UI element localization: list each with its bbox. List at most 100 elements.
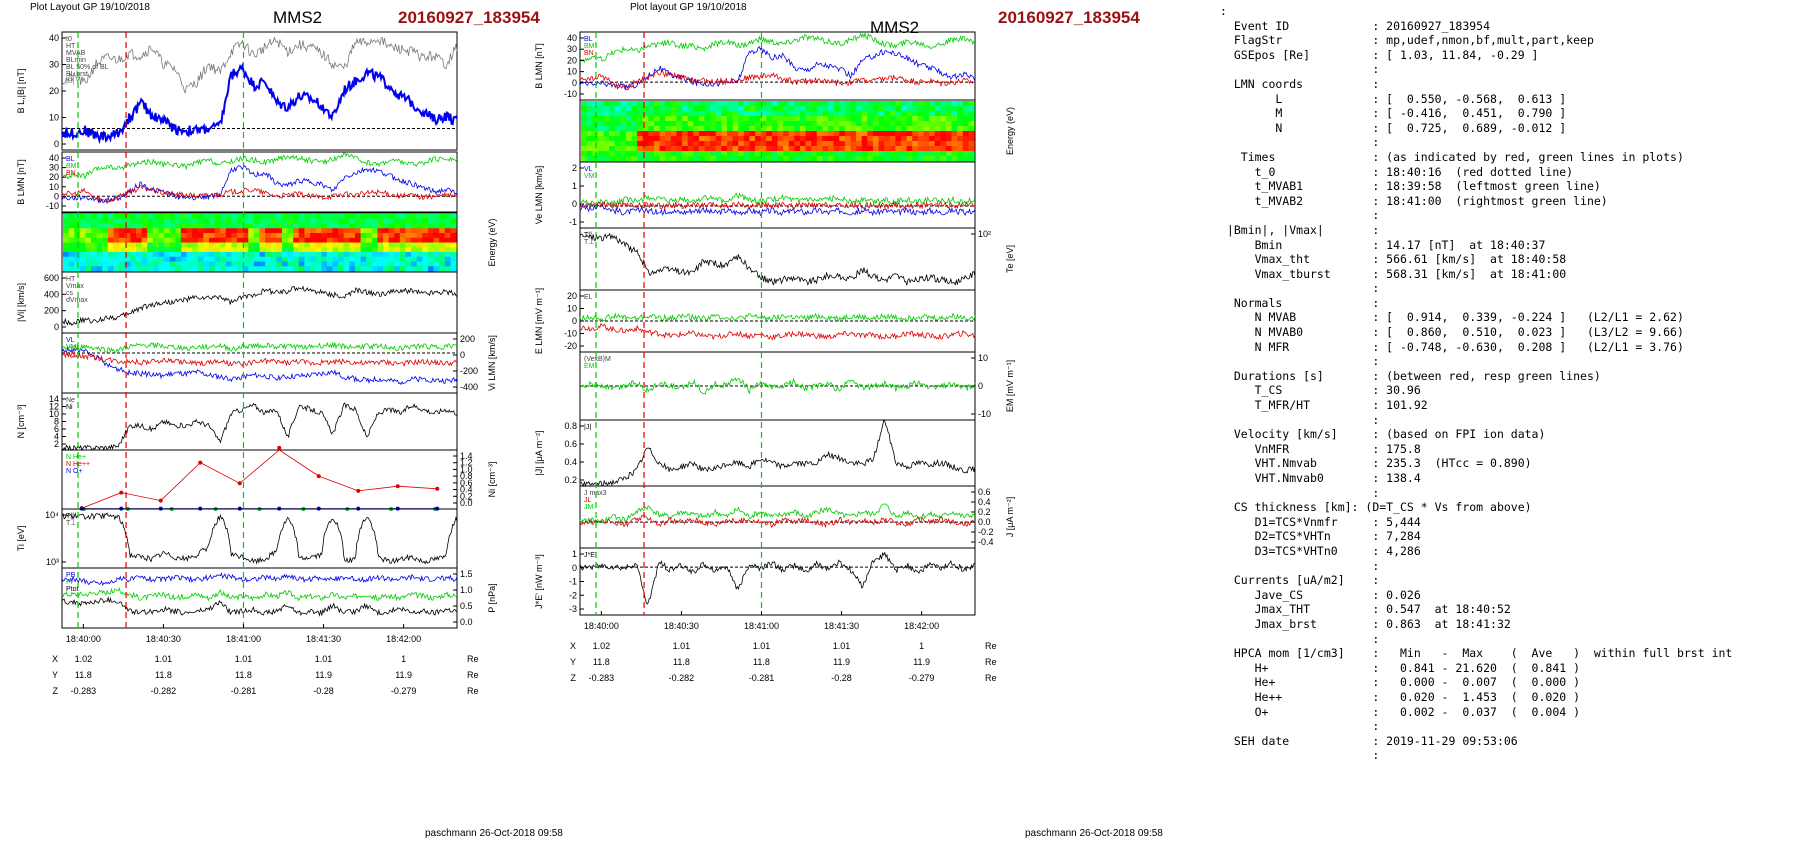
spectrogram-cell bbox=[760, 121, 767, 127]
spectrogram-cell bbox=[901, 116, 908, 122]
spectrogram-cell bbox=[360, 223, 367, 229]
spectrogram-cell bbox=[231, 228, 238, 234]
spectrogram-cell bbox=[439, 256, 446, 263]
y-tick-label: 1.2 bbox=[460, 458, 473, 468]
spectrogram-cell bbox=[962, 116, 969, 122]
y-axis-label: Vi LMN [km/s] bbox=[487, 335, 497, 391]
spectrogram-cell bbox=[287, 266, 294, 272]
spectrogram-cell bbox=[270, 214, 277, 220]
spectrogram-cell bbox=[63, 242, 70, 248]
y-tick-label: 20 bbox=[49, 172, 59, 182]
spectrogram-cell bbox=[833, 111, 840, 117]
spectrogram-cell bbox=[822, 106, 829, 112]
spectrogram-cell bbox=[377, 261, 384, 267]
spectrogram-cell bbox=[816, 126, 824, 132]
time-tick-label: 18:40:30 bbox=[146, 634, 181, 644]
spectrogram-cell bbox=[444, 218, 451, 225]
spectrogram-cell bbox=[113, 261, 120, 267]
spectrogram-cell bbox=[923, 121, 930, 127]
spectrogram-cell bbox=[850, 116, 857, 122]
spectrogram-cell bbox=[721, 156, 728, 162]
spectrogram-cell bbox=[682, 136, 689, 142]
spectrogram-cell bbox=[760, 101, 767, 107]
info-line: N MVAB : [ 0.914, 0.339, -0.224 ] (L2/L1… bbox=[1220, 310, 1684, 325]
spectrogram-cell bbox=[637, 116, 644, 122]
spectrogram-cell bbox=[670, 126, 678, 132]
spectrogram-cell bbox=[332, 237, 339, 244]
spectrogram-cell bbox=[281, 237, 289, 244]
pos-row-value: 1 bbox=[919, 641, 924, 651]
y-tick-label: 1.5 bbox=[460, 569, 473, 579]
spectrogram-cell bbox=[203, 214, 210, 220]
spectrogram-cell bbox=[96, 228, 103, 234]
spectrogram-cell bbox=[253, 256, 261, 263]
spectrogram-cell bbox=[659, 111, 666, 117]
spectrogram-cell bbox=[439, 237, 446, 244]
spectrogram-cell bbox=[377, 247, 384, 253]
spectrogram-cell bbox=[399, 261, 407, 267]
spectrogram-cell bbox=[822, 111, 829, 117]
right-footer: paschmann 26-Oct-2018 09:58 bbox=[1025, 828, 1163, 839]
spectrogram-cell bbox=[422, 242, 429, 248]
spectrogram-cell bbox=[822, 136, 829, 142]
spectrogram-cell bbox=[637, 156, 644, 162]
spectrogram-cell bbox=[287, 252, 294, 258]
spectrogram-cell bbox=[338, 256, 345, 263]
spectrogram-cell bbox=[760, 106, 767, 112]
legend-label: T⊥ bbox=[66, 520, 76, 527]
spectrogram-cell bbox=[631, 131, 638, 137]
spectrogram-cell bbox=[766, 151, 773, 157]
y-tick-label: 0 bbox=[978, 381, 983, 391]
spectrogram-cell bbox=[609, 106, 616, 112]
spectrogram-cell bbox=[68, 214, 75, 220]
spectrogram-cell bbox=[180, 252, 188, 258]
spectrogram-cell bbox=[614, 126, 621, 132]
spectrogram-cell bbox=[107, 218, 115, 225]
spectrogram-cell bbox=[270, 218, 277, 225]
spectrogram-cell bbox=[74, 261, 81, 267]
spectrogram-cell bbox=[405, 252, 412, 258]
spectrogram-cell bbox=[917, 151, 925, 157]
spectrogram-cell bbox=[180, 242, 188, 248]
spectrogram-cell bbox=[653, 141, 661, 147]
spectrogram-cell bbox=[74, 237, 81, 244]
spectrogram-cell bbox=[197, 256, 204, 263]
spectrogram-cell bbox=[388, 223, 395, 229]
spectrogram-cell bbox=[197, 252, 204, 258]
time-tick-label: 18:40:00 bbox=[66, 634, 101, 644]
spectrogram-cell bbox=[726, 141, 734, 147]
spectrogram-cell bbox=[169, 266, 176, 272]
legend-label: J max3 bbox=[584, 490, 607, 497]
spectrogram-cell bbox=[934, 116, 941, 122]
spectrogram-cell bbox=[676, 106, 683, 112]
pos-row-unit: Re bbox=[467, 686, 479, 696]
spectrogram-cell bbox=[253, 252, 261, 258]
series-line bbox=[579, 46, 976, 90]
spectrogram-cell bbox=[592, 151, 599, 157]
y-tick-label: -1 bbox=[569, 577, 577, 587]
pos-row-value: 1.01 bbox=[753, 641, 771, 651]
spectrogram-cell bbox=[68, 237, 75, 244]
spectrogram-cell bbox=[945, 151, 953, 157]
spectrogram-cell bbox=[704, 156, 711, 162]
spectrogram-cell bbox=[208, 218, 216, 225]
spectrogram-cell bbox=[135, 223, 143, 229]
spectrogram-cell bbox=[152, 214, 160, 220]
spectrogram-cell bbox=[625, 116, 633, 122]
spectrogram-cell bbox=[755, 126, 762, 132]
pos-row-value: 11.8 bbox=[593, 657, 610, 667]
spectrogram-cell bbox=[710, 126, 717, 132]
spectrogram-cell bbox=[158, 218, 165, 225]
spectrogram-cell bbox=[427, 214, 435, 220]
info-line: : bbox=[1220, 62, 1380, 77]
spectrogram-cell bbox=[85, 266, 92, 272]
spectrogram-cell bbox=[687, 101, 694, 107]
spectrogram-cell bbox=[670, 156, 678, 162]
spectrogram-cell bbox=[788, 121, 795, 127]
spectrogram-cell bbox=[665, 156, 672, 162]
spectrogram-cell bbox=[856, 111, 863, 117]
legend-label: Ptot bbox=[66, 586, 79, 593]
y-axis-label: P [nPa] bbox=[487, 583, 497, 612]
spectrogram-cell bbox=[96, 237, 103, 244]
spectrogram-cell bbox=[366, 228, 373, 234]
